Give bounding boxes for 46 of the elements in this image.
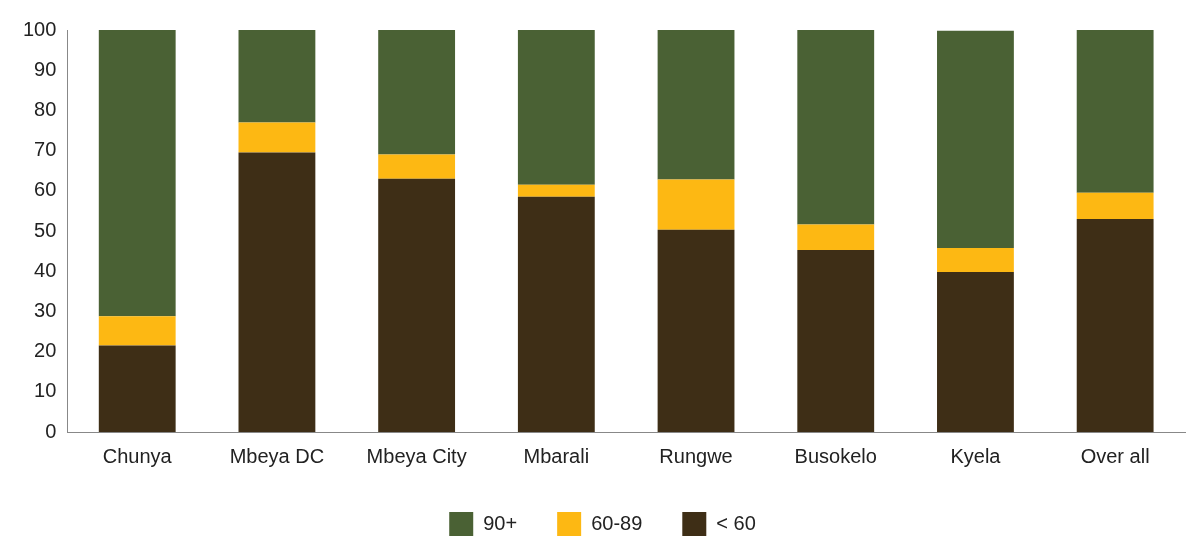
bar bbox=[98, 316, 176, 346]
bar bbox=[98, 30, 176, 317]
x-tick-label: Kyela bbox=[950, 444, 1002, 467]
y-tick-label: 10 bbox=[34, 379, 57, 402]
bar bbox=[797, 249, 875, 432]
bar bbox=[1076, 192, 1154, 219]
bar bbox=[937, 247, 1014, 272]
x-tick-label: Busokelo bbox=[794, 444, 877, 467]
bar bbox=[378, 178, 456, 432]
bar bbox=[238, 152, 316, 432]
x-tick-label: Mbeya City bbox=[366, 444, 467, 467]
x-tick-label: Rungwe bbox=[659, 444, 733, 467]
bar bbox=[1076, 30, 1154, 193]
bar bbox=[1076, 218, 1154, 432]
bar bbox=[797, 224, 875, 250]
y-tick-label: 60 bbox=[34, 178, 57, 201]
bar bbox=[517, 30, 595, 185]
bar bbox=[517, 196, 595, 432]
bar bbox=[657, 30, 735, 180]
legend-label: < 60 bbox=[716, 511, 756, 534]
legend-label: 90+ bbox=[483, 511, 518, 534]
bar bbox=[238, 122, 316, 153]
y-tick-label: 90 bbox=[34, 57, 57, 80]
bar bbox=[517, 184, 595, 197]
y-tick-label: 20 bbox=[34, 339, 57, 362]
x-tick-label: Mbarali bbox=[523, 444, 590, 467]
bar bbox=[937, 30, 1014, 248]
bar bbox=[238, 30, 316, 123]
y-tick-label: 80 bbox=[34, 97, 57, 120]
bar bbox=[378, 154, 456, 179]
y-tick-label: 50 bbox=[34, 218, 57, 241]
x-tick-label: Chunya bbox=[102, 444, 173, 467]
y-tick-label: 100 bbox=[22, 17, 57, 40]
y-tick-label: 70 bbox=[34, 138, 57, 161]
bar bbox=[378, 30, 456, 155]
legend-label: 60-89 bbox=[591, 511, 643, 534]
bar bbox=[657, 179, 735, 230]
x-tick-label: Over all bbox=[1080, 444, 1150, 467]
bar bbox=[98, 345, 176, 432]
y-tick-label: 40 bbox=[34, 258, 57, 281]
y-tick-label: 30 bbox=[34, 298, 57, 321]
y-tick-label: 0 bbox=[45, 419, 57, 442]
bar bbox=[657, 229, 735, 432]
x-tick-label: Mbeya DC bbox=[229, 444, 325, 467]
bar bbox=[937, 272, 1014, 432]
bar bbox=[797, 30, 875, 225]
